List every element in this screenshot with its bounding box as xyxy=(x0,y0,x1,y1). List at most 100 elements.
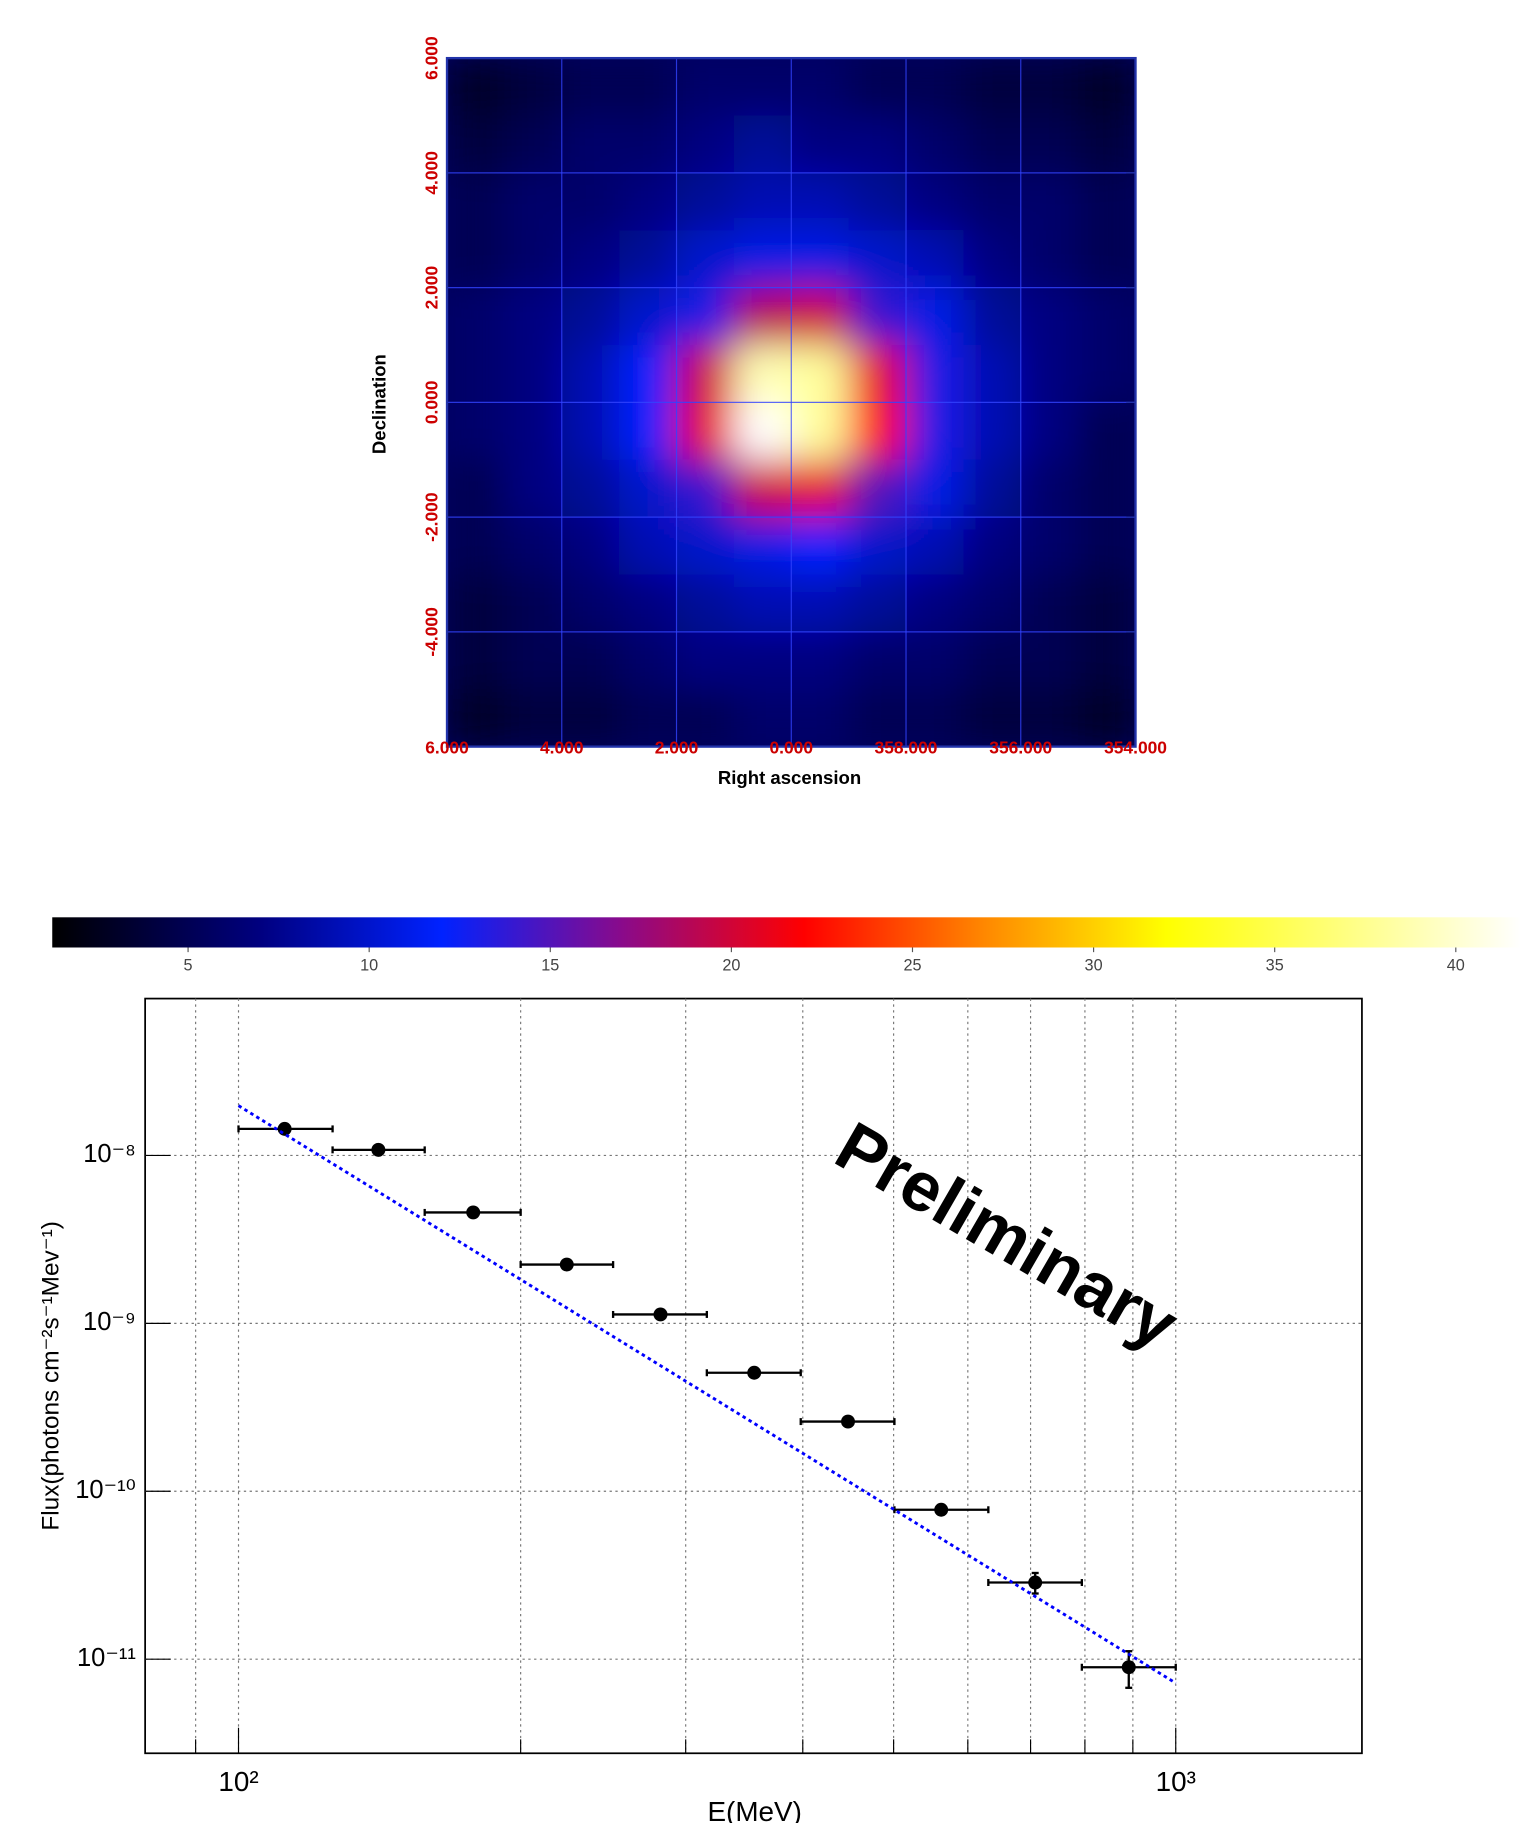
map-cell xyxy=(562,58,620,116)
map-cell xyxy=(619,58,677,116)
map-cell xyxy=(1021,574,1079,632)
map-cell xyxy=(504,460,562,518)
map-cell xyxy=(906,115,964,173)
map-cell xyxy=(1078,345,1136,403)
map-cell xyxy=(447,517,505,575)
colorbar-tick-label: 30 xyxy=(1085,956,1103,974)
map-cell xyxy=(734,517,792,575)
map-cell xyxy=(677,288,735,346)
map-cell xyxy=(619,230,677,288)
map-cell xyxy=(1021,460,1079,518)
y-tick-label: 10⁻¹¹ xyxy=(77,1644,136,1672)
map-cell xyxy=(562,345,620,403)
map-cell xyxy=(447,115,505,173)
map-cell xyxy=(447,460,505,518)
map-cell xyxy=(849,288,907,346)
map-cell xyxy=(504,173,562,231)
map-cell xyxy=(1021,58,1079,116)
map-cell xyxy=(619,115,677,173)
map-cell xyxy=(734,345,792,403)
map-y-tick-label: 0.000 xyxy=(422,381,442,425)
map-cell xyxy=(677,460,735,518)
y-tick-label: 10⁻⁹ xyxy=(83,1308,136,1336)
map-cell xyxy=(1021,632,1079,690)
map-cell xyxy=(963,345,1021,403)
map-cell xyxy=(677,230,735,288)
x-axis-label: E(MeV) xyxy=(707,1796,801,1823)
map-cell xyxy=(963,230,1021,288)
colorbar-tick-label: 25 xyxy=(903,956,921,974)
map-y-label: Declination xyxy=(369,354,390,454)
map-y-tick-label: 4.000 xyxy=(422,151,442,195)
map-cell xyxy=(677,632,735,690)
map-cell xyxy=(849,345,907,403)
map-cell xyxy=(734,574,792,632)
map-cell xyxy=(619,574,677,632)
map-cell xyxy=(562,517,620,575)
data-point xyxy=(934,1503,948,1517)
data-point xyxy=(466,1205,480,1219)
data-point xyxy=(747,1366,761,1380)
map-cell xyxy=(677,574,735,632)
map-cell xyxy=(619,402,677,460)
data-point xyxy=(654,1307,668,1321)
map-cell xyxy=(1078,460,1136,518)
map-cell xyxy=(504,288,562,346)
map-cell xyxy=(677,115,735,173)
map-cell xyxy=(504,632,562,690)
map-cell xyxy=(906,574,964,632)
map-cell xyxy=(677,58,735,116)
map-cell xyxy=(963,288,1021,346)
colorbar xyxy=(52,917,1521,947)
map-x-tick-label: 358.000 xyxy=(875,738,938,758)
map-cell xyxy=(849,58,907,116)
map-cell xyxy=(963,517,1021,575)
map-cell xyxy=(849,230,907,288)
map-cell xyxy=(619,345,677,403)
map-cell xyxy=(791,230,849,288)
map-cell xyxy=(849,517,907,575)
map-cell xyxy=(906,345,964,403)
x-tick-label: 10³ xyxy=(1156,1766,1196,1797)
map-cell xyxy=(677,402,735,460)
map-cell xyxy=(791,173,849,231)
y-tick-label: 10⁻¹⁰ xyxy=(75,1476,136,1504)
map-cell xyxy=(619,173,677,231)
map-cell xyxy=(562,288,620,346)
map-cell xyxy=(791,460,849,518)
map-cell xyxy=(906,288,964,346)
map-cell xyxy=(447,574,505,632)
map-x-label: Right ascension xyxy=(718,767,861,788)
map-cell xyxy=(963,58,1021,116)
map-cell xyxy=(849,632,907,690)
map-cell xyxy=(447,632,505,690)
map-cell xyxy=(906,230,964,288)
data-point xyxy=(560,1258,574,1272)
map-cell xyxy=(791,115,849,173)
map-cell xyxy=(504,345,562,403)
map-cell xyxy=(963,460,1021,518)
map-cell xyxy=(562,574,620,632)
map-y-tick-label: 6.000 xyxy=(422,36,442,80)
data-point xyxy=(1122,1660,1136,1674)
map-cell xyxy=(447,58,505,116)
map-cell xyxy=(906,517,964,575)
colorbar-tick-label: 5 xyxy=(184,956,193,974)
colorbar-tick-label: 40 xyxy=(1447,956,1465,974)
map-x-tick-label: 2.000 xyxy=(655,738,699,758)
map-cell xyxy=(562,460,620,518)
map-cell xyxy=(963,173,1021,231)
map-cell xyxy=(619,632,677,690)
map-cell xyxy=(562,230,620,288)
map-cell xyxy=(1078,173,1136,231)
map-cell xyxy=(734,460,792,518)
y-tick-label: 10⁻⁸ xyxy=(83,1140,136,1168)
figure: Right ascension Declination E(MeV) Flux(… xyxy=(0,0,1521,1823)
map-cell xyxy=(562,115,620,173)
map-cell xyxy=(1021,115,1079,173)
map-cell xyxy=(1078,517,1136,575)
map-cell xyxy=(849,402,907,460)
data-point xyxy=(278,1122,292,1136)
data-point xyxy=(1028,1576,1042,1590)
map-cell xyxy=(1021,288,1079,346)
